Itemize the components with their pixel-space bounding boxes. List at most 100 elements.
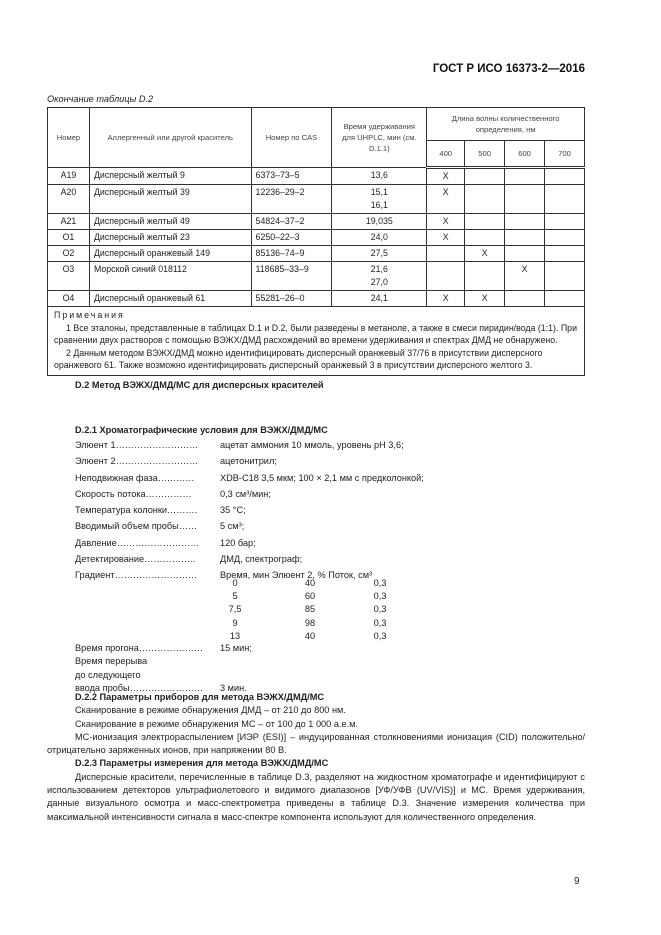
cell-time: 21,6 27,0 bbox=[331, 261, 428, 291]
d22-paragraph: Сканирование в режиме обнаружения МС – о… bbox=[75, 718, 359, 729]
gradient-row: 0 40 0,3 bbox=[210, 577, 400, 590]
cell-w600 bbox=[504, 167, 546, 185]
condition-value: ДМД, спектрограф; bbox=[220, 554, 303, 565]
table-caption: Окончание таблицы D.2 bbox=[47, 94, 154, 104]
cell-cas: 6250–22–3 bbox=[250, 229, 333, 246]
table-row: O4 Дисперсный оранжевый 61 55281–26–0 24,1 X… bbox=[47, 290, 585, 307]
condition-row: Вводимый объем пробы…… 5 см³; bbox=[75, 518, 424, 534]
cell-w500: X bbox=[464, 245, 506, 262]
cell-w600 bbox=[504, 245, 546, 262]
cell-time: 13,6 bbox=[331, 167, 428, 185]
condition-label: Элюент 2……………………… bbox=[75, 456, 199, 467]
header-num: Номер bbox=[47, 107, 90, 168]
cell-w400: X bbox=[426, 290, 466, 307]
condition-label: Детектирование…………….. bbox=[75, 554, 196, 565]
run-time-label: Время прогона………………… bbox=[75, 643, 204, 653]
gradient-eluent2: 40 bbox=[304, 630, 316, 641]
cell-w700 bbox=[544, 167, 585, 185]
cell-w700 bbox=[544, 213, 585, 230]
section-d22: D.2.2 Параметры приборов для метода ВЭЖХ… bbox=[47, 691, 585, 824]
table-notes: Примечания 1 Все эталоны, представленные… bbox=[47, 306, 585, 376]
cell-w600 bbox=[504, 290, 546, 307]
condition-row: Детектирование…………….. ДМД, спектрограф; bbox=[75, 551, 424, 567]
gradient-flow: 0,3 bbox=[373, 630, 387, 641]
header-700: 700 bbox=[544, 140, 585, 169]
gradient-eluent2: 40 bbox=[304, 578, 316, 588]
cell-w500 bbox=[464, 167, 506, 185]
cell-w500 bbox=[464, 261, 506, 291]
gradient-row: 13 40 0,3 bbox=[210, 630, 400, 643]
cell-dye: Дисперсный оранжевый 149 bbox=[88, 245, 252, 262]
cell-w700 bbox=[544, 290, 585, 307]
condition-value: Время, мин Элюент 2, % Поток, см³ bbox=[220, 570, 373, 581]
cell-w400 bbox=[426, 261, 466, 291]
condition-value: 5 см³; bbox=[220, 521, 245, 532]
cell-w500 bbox=[464, 184, 506, 214]
run-time-value: 15 мин; bbox=[220, 643, 252, 653]
cell-dye: Дисперсный желтый 39 bbox=[88, 184, 252, 214]
gradient-row: 9 98 0,3 bbox=[210, 617, 400, 630]
cell-cas: 118685–33–9 bbox=[250, 261, 333, 291]
gradient-time: 0 bbox=[232, 578, 238, 588]
cell-time: 27,5 bbox=[331, 245, 428, 262]
condition-value: 35 °C; bbox=[220, 505, 246, 516]
gradient-flow: 0,3 bbox=[373, 591, 387, 602]
standard-header: ГОСТ Р ИСО 16373-2—2016 bbox=[432, 63, 585, 75]
cell-w600 bbox=[504, 229, 546, 246]
condition-value: ацетат аммония 10 ммоль, уровень pH 3,6; bbox=[220, 440, 404, 450]
condition-label: Температура колонки………. bbox=[75, 505, 198, 516]
condition-label: Элюент 1……………………… bbox=[75, 440, 199, 450]
pause-label-1: Время перерыва bbox=[75, 656, 148, 667]
gradient-row: 7,5 85 0,3 bbox=[210, 603, 400, 616]
cell-w600 bbox=[504, 213, 546, 230]
timing-block: Время прогона………………… 15 мин; Время переры… bbox=[75, 642, 252, 696]
header-cas: Номер по CAS bbox=[250, 107, 333, 168]
header-600: 600 bbox=[504, 140, 546, 169]
cell-dye: Дисперсный желтый 23 bbox=[88, 229, 252, 246]
cell-w700 bbox=[544, 229, 585, 246]
condition-row: Элюент 1……………………… ацетат аммония 10 ммоль… bbox=[75, 437, 424, 453]
page-number: 9 bbox=[574, 876, 580, 887]
d23-paragraph: Дисперсные красители, перечисленные в та… bbox=[47, 771, 585, 822]
cell-w700 bbox=[544, 261, 585, 291]
cell-w700 bbox=[544, 184, 585, 214]
gradient-time: 7,5 bbox=[228, 604, 242, 615]
cell-dye: Морской синий 018112 bbox=[88, 261, 252, 291]
gradient-table: 0 40 0,3 5 60 0,3 7,5 85 0,3 9 98 0,3 13 40 0,3 bbox=[210, 577, 400, 643]
section-d21-heading: D.2.1 Хроматографические условия для ВЭЖ… bbox=[75, 425, 328, 435]
cell-w700 bbox=[544, 245, 585, 262]
condition-label: Вводимый объем пробы…… bbox=[75, 521, 198, 532]
cell-num: O4 bbox=[47, 290, 90, 307]
section-d2-heading: D.2 Метод ВЭЖХ/ДМД/МС для дисперсных кра… bbox=[75, 380, 324, 390]
cell-time: 24,0 bbox=[331, 229, 428, 246]
section-d22-heading: D.2.2 Параметры приборов для метода ВЭЖХ… bbox=[75, 692, 325, 702]
cell-w500 bbox=[464, 229, 506, 246]
table-row: A20 Дисперсный желтый 39 12236–29–2 15,1 16… bbox=[47, 184, 585, 214]
header-500: 500 bbox=[464, 140, 506, 169]
cell-w500 bbox=[464, 213, 506, 230]
cell-w400: X bbox=[426, 184, 466, 214]
condition-label: Неподвижная фаза………… bbox=[75, 472, 195, 483]
gradient-row: 5 60 0,3 bbox=[210, 590, 400, 603]
gradient-time: 13 bbox=[229, 630, 241, 641]
condition-value: ацетонитрил; bbox=[220, 456, 277, 467]
cell-w400 bbox=[426, 245, 466, 262]
pause-label-2: до следующего bbox=[75, 669, 141, 680]
header-dye: Аллергенный или другой краситель bbox=[88, 107, 252, 168]
table-row: O1 Дисперсный желтый 23 6250–22–3 24,0 X bbox=[47, 229, 585, 246]
gradient-flow: 0,3 bbox=[373, 617, 387, 628]
cell-time: 19,035 bbox=[331, 213, 428, 230]
cell-num: O1 bbox=[47, 229, 90, 246]
cell-time: 15,1 16,1 bbox=[331, 184, 428, 214]
cell-num: A19 bbox=[47, 167, 90, 185]
header-time: Время удерживания для UHPLC, мин (см. D.… bbox=[331, 107, 428, 168]
condition-row: Скорость потока…………… 0,3 см³/мин; bbox=[75, 486, 424, 502]
gradient-time: 5 bbox=[232, 591, 238, 602]
header-400: 400 bbox=[426, 140, 466, 169]
table-row: A19 Дисперсный желтый 9 6373–73–5 13,6 X bbox=[47, 167, 585, 185]
d22-paragraph: МС-ионизация электрораспылением [ИЭР (ES… bbox=[47, 731, 585, 756]
chromatographic-conditions: Элюент 1……………………… ацетат аммония 10 ммоль… bbox=[75, 437, 424, 584]
cell-dye: Дисперсный оранжевый 61 bbox=[88, 290, 252, 307]
condition-value: 0,3 см³/мин; bbox=[220, 488, 271, 499]
